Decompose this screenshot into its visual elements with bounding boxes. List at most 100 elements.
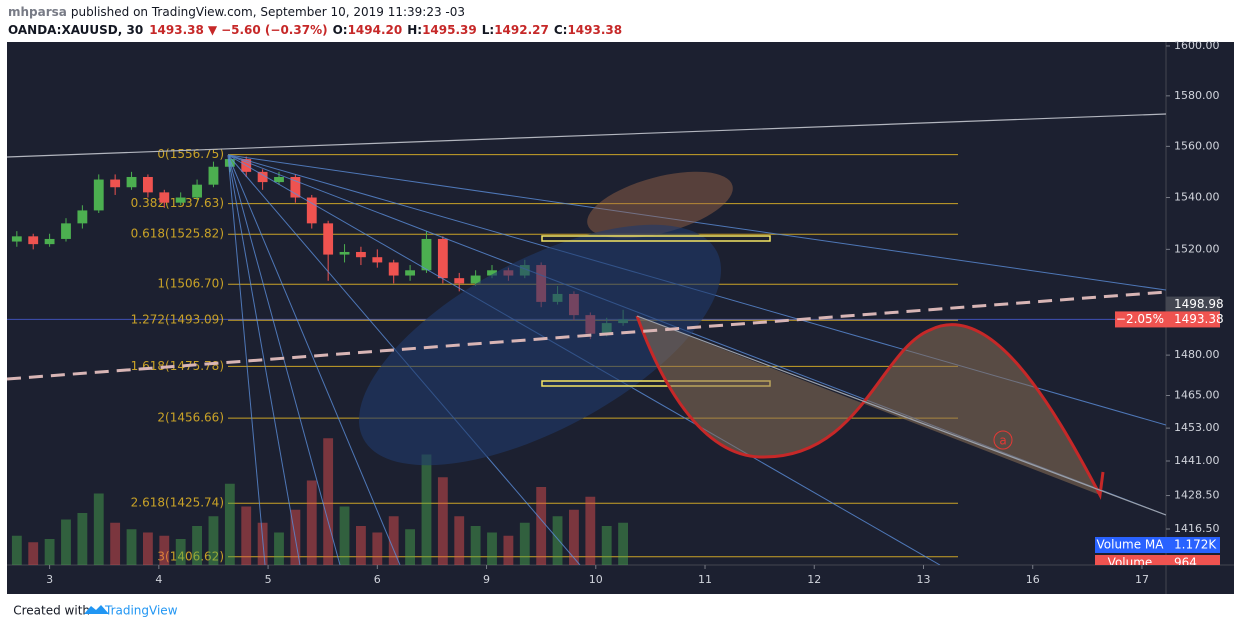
ohlc-value: 1492.27 [494,23,549,37]
price-marker: 1493.38 [1174,312,1224,326]
y-tick-label: 1480.00 [1174,348,1220,361]
volume-label: Volume [1108,556,1153,570]
y-tick-label: 1520.00 [1174,242,1220,255]
volume-bar [192,526,202,565]
volume-bar [224,483,235,565]
candle-body [388,262,399,276]
candle-body [192,184,202,198]
y-tick-label: 1560.00 [1174,139,1220,152]
volume-bar [28,542,39,565]
candle-body [175,197,186,203]
symbol-line: OANDA:XAUUSD, 30 1493.38 ▼ −5.60 (−0.37%) O:… [8,23,622,37]
ohlc-key: C: [554,23,568,37]
candle-body [470,275,481,284]
x-tick-label: 17 [1135,573,1149,586]
y-tick-label: 1600.00 [1174,39,1220,52]
candle-body [44,238,55,245]
volume-bar [208,516,219,565]
volume-bar [323,438,334,565]
volume-bar [536,487,547,565]
published: published on TradingView.com, September … [71,5,465,19]
volume-badge [1095,555,1166,565]
volume-ma-badge [1095,537,1166,553]
change-label: −2.05% [1116,312,1164,326]
volume-row: Volume 964 [1095,555,1220,570]
candle-body [61,223,71,239]
candle-body [454,278,465,284]
wave-label: a [999,434,1006,448]
x-tick-label: 4 [155,573,162,586]
ohlc-key: L: [482,23,494,37]
candle-body [11,236,22,242]
volume-ma-value: 1.172K [1174,538,1217,552]
candle-body [208,166,219,185]
volume-ma-label: Volume MA [1096,538,1164,552]
fib-label: 1(1506.70) [157,277,224,291]
ohlc-value: 1493.38 [567,23,622,37]
volume-bar [470,526,481,565]
x-tick-label: 9 [483,573,490,586]
x-tick-label: 12 [807,573,821,586]
ellipse [587,171,733,239]
x-tick-label: 6 [374,573,381,586]
volume-bar [503,535,514,565]
volume-bar [618,522,629,565]
candle-body [77,210,88,224]
last: 1493.38 [149,23,204,37]
y-tick-label: 1580.00 [1174,89,1220,102]
candle-body [126,176,137,188]
fib-label: 1.272(1493.09) [131,313,224,327]
logo [84,605,109,614]
volume-bar [142,532,153,565]
volume-bar [601,526,612,565]
candle-body [93,179,104,211]
y-tick-label: 1465.00 [1174,389,1220,402]
volume-bar [306,480,317,565]
volume-value-bg [1166,555,1220,565]
candle-body [257,171,268,183]
volume-bar [241,506,252,565]
candle-body [28,236,39,245]
candle-body [290,176,301,198]
y-tick-label: 1441.00 [1174,454,1220,467]
volume-bar [11,535,22,565]
y-tick-label: 1416.50 [1174,522,1220,535]
volume-bar [454,516,465,565]
volume-bar [356,526,366,565]
x-tick-label: 11 [698,573,712,586]
fib-label: 0.618(1525.82) [131,227,224,241]
change-badge [1115,311,1166,328]
projection-curve [635,315,1105,500]
y-tick-label: 1540.00 [1174,191,1220,204]
candle-body [487,270,497,276]
volume-bar [175,539,186,565]
arrow: ▼ [208,23,218,37]
x-tick-label: 16 [1026,573,1040,586]
wave-circle [993,430,1013,450]
volume-bar [388,516,399,565]
x-tick-label: 5 [265,573,272,586]
drawings: a [7,113,1166,565]
volume-bar [159,535,170,565]
candle-body [437,238,448,279]
ohlc-value: 1494.20 [348,23,403,37]
price-marker-bg [1166,296,1220,313]
volume-bar [339,506,350,565]
author: mhparsa [8,5,67,19]
trendline [636,315,1166,516]
x-tick-label: 3 [46,573,53,586]
volume-bar [372,532,383,565]
volume-bar [552,516,563,565]
header-line: mhparsa published on TradingView.com, Sep… [8,5,465,19]
fib-label: 2.618(1425.74) [131,496,224,510]
volume-bar [569,509,579,565]
brand: TradingView [104,604,178,618]
candle-body [372,257,383,263]
y-tick-label: 1453.00 [1174,421,1220,434]
volume-bar [77,513,88,565]
ellipse [358,224,722,466]
volume-bar [126,529,137,565]
candle-body [142,176,153,193]
x-tick-label: 13 [916,573,930,586]
